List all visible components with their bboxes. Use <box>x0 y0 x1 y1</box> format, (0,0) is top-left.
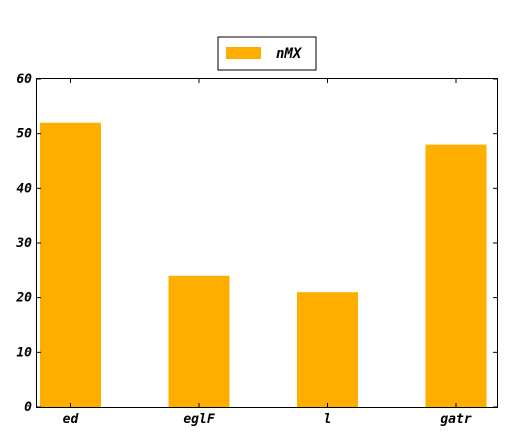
legend: nMX <box>217 36 317 71</box>
bar-eglF <box>168 275 230 407</box>
bars-group <box>40 122 487 407</box>
y-tick-label: 0 <box>24 400 32 415</box>
y-tick-label: 50 <box>16 127 32 142</box>
y-tick-label: 10 <box>16 345 32 360</box>
legend-label: nMX <box>276 46 303 62</box>
bar-gatr <box>425 144 487 407</box>
y-tick-label: 40 <box>16 181 32 196</box>
x-tick-label: l <box>324 412 332 427</box>
y-tick-label: 60 <box>16 72 32 87</box>
bar-ed <box>40 122 101 407</box>
ticks-group: ed eglF l gatr 0 10 20 30 40 50 60 <box>15 72 497 427</box>
plot-frame <box>36 78 498 408</box>
y-tick-label: 20 <box>15 291 32 306</box>
bar-l <box>297 292 358 407</box>
legend-swatch <box>226 47 261 59</box>
y-tick-label: 30 <box>15 236 32 251</box>
x-tick-label: eglF <box>183 412 215 427</box>
x-tick-label: gatr <box>440 412 471 427</box>
x-tick-label: ed <box>63 412 80 427</box>
